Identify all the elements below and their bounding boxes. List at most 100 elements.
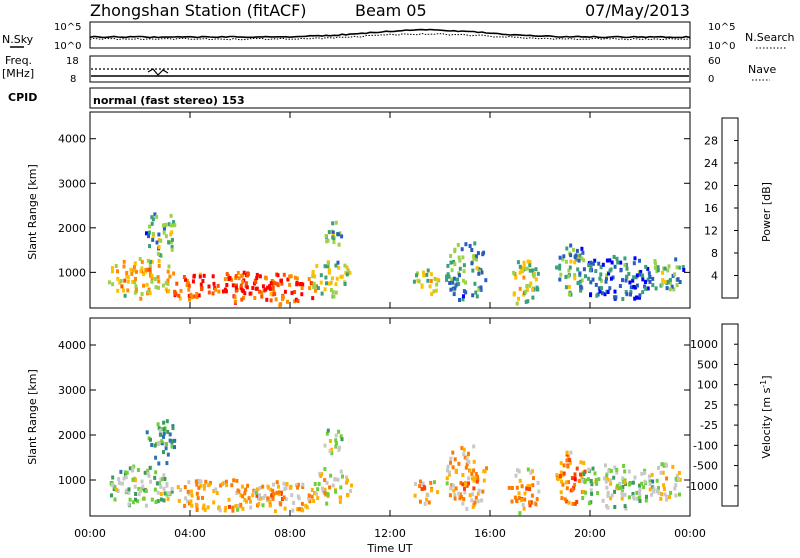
power-cell-447 [528, 283, 532, 288]
power-cell-529 [572, 247, 575, 252]
power-cell-528 [577, 258, 581, 263]
velocity-cell-138 [170, 486, 174, 491]
velocity-cell-276 [316, 496, 320, 501]
velocity-colorbar: 1000 500 100 25 -25 -100 -500 -1000 [686, 323, 739, 507]
power-cell-631 [606, 290, 610, 294]
velocity-cell-375 [459, 481, 463, 485]
power-cell-663 [666, 268, 670, 273]
velocity-cell-446 [451, 450, 455, 455]
velocity-cell-334 [145, 430, 149, 435]
velocity-cell-563 [596, 491, 600, 495]
power-cell-564 [605, 276, 608, 281]
velocity-cell-237 [301, 508, 305, 513]
power-cell-535 [578, 279, 582, 284]
velocity-cell-255 [317, 482, 321, 486]
power-cell-181 [269, 286, 272, 291]
velocity-cell-258 [331, 483, 335, 488]
velocity-cell-502 [561, 482, 565, 487]
velocity-cell-166 [234, 504, 238, 509]
velocity-cell-325 [173, 445, 176, 450]
velocity-cell-284 [323, 467, 327, 471]
velocity-cell-388 [465, 483, 469, 488]
velocity-cell-8 [162, 473, 166, 478]
velocity-cell-366 [423, 486, 427, 491]
power-cell-56 [126, 275, 130, 280]
power-cell-421 [452, 260, 456, 264]
velocity-cell-514 [571, 487, 575, 492]
power-cell-666 [676, 277, 680, 282]
velocity-cell-595 [638, 487, 642, 492]
velocity-cell-355 [421, 481, 425, 486]
velocity-cell-659 [661, 470, 665, 475]
velocity-cell-182 [206, 505, 210, 510]
velocity-cell-175 [245, 499, 248, 504]
power-cell-152 [217, 289, 221, 294]
power-cell-369 [417, 279, 421, 284]
power-cell-690 [665, 286, 669, 291]
velocity-cell-173 [202, 486, 206, 491]
power-cell-484 [532, 273, 536, 278]
power-cell-302 [162, 226, 166, 231]
time-axis-label: Time UT [366, 542, 412, 554]
velocity-cell-390 [446, 468, 449, 473]
power-cell-35 [139, 296, 143, 301]
velocity-colorbar-tick-1: 500 [697, 358, 718, 371]
velocity-cell-128 [201, 495, 204, 500]
power-cell-343 [336, 232, 340, 237]
power-cell-53 [119, 279, 123, 283]
power-cell-321 [147, 234, 150, 239]
velocity-cell-61 [112, 484, 116, 489]
cpid-panel [89, 87, 691, 109]
velocity-cell-84 [141, 484, 145, 489]
power-cell-346 [324, 234, 328, 238]
power-cell-642 [598, 276, 602, 281]
power-cell-145 [225, 272, 229, 277]
power-cell-508 [559, 272, 563, 277]
power-cell-217 [293, 275, 297, 280]
power-cell-593 [607, 271, 611, 276]
power-cell-59 [157, 263, 161, 268]
velocity-cell-130 [243, 497, 247, 502]
power-cell-626 [612, 254, 616, 259]
velocity-cell-89 [255, 487, 259, 492]
velocity-cell-665 [678, 492, 681, 497]
power-cell-385 [473, 241, 477, 246]
power-cell-237 [289, 274, 293, 279]
velocity-cell-412 [461, 482, 465, 487]
power-cell-424 [474, 254, 478, 259]
power-cell-542 [638, 258, 641, 263]
power-cell-186 [248, 291, 252, 296]
velocity-cell-569 [615, 470, 619, 475]
velocity-cell-115 [232, 478, 236, 483]
velocity-cell-163 [228, 504, 231, 509]
power-cell-19 [142, 272, 146, 277]
velocity-cell-105 [239, 493, 243, 498]
velocity-cell-631 [597, 477, 601, 482]
velocity-cell-640 [587, 467, 591, 472]
velocity-cell-194 [268, 500, 272, 505]
power-cell-639 [610, 260, 614, 265]
power-cell-571 [629, 285, 633, 290]
power-cell-468 [522, 260, 526, 265]
velocity-cell-443 [477, 488, 481, 493]
freq-label-1: Freq. [5, 54, 32, 67]
power-cell-231 [294, 297, 298, 302]
velocity-cell-82 [120, 481, 124, 486]
velocity-cell-7 [119, 469, 123, 474]
power-cell-615 [641, 273, 645, 278]
velocity-cell-396 [468, 493, 472, 498]
power-cell-358 [434, 288, 438, 293]
velocity-cell-432 [476, 491, 480, 496]
velocity-cell-148 [263, 493, 267, 498]
velocity-cell-343 [334, 438, 338, 443]
velocity-cell-45 [139, 489, 142, 494]
velocity-cell-507 [559, 470, 563, 475]
velocity-cell-465 [526, 467, 530, 472]
power-cell-601 [601, 262, 605, 267]
velocity-cell-541 [579, 472, 582, 477]
power-cell-665 [656, 265, 660, 270]
power-cell-44 [164, 280, 168, 285]
velocity-cell-10 [159, 492, 163, 496]
power-cell-216 [310, 281, 314, 286]
power-cell-453 [516, 260, 520, 265]
